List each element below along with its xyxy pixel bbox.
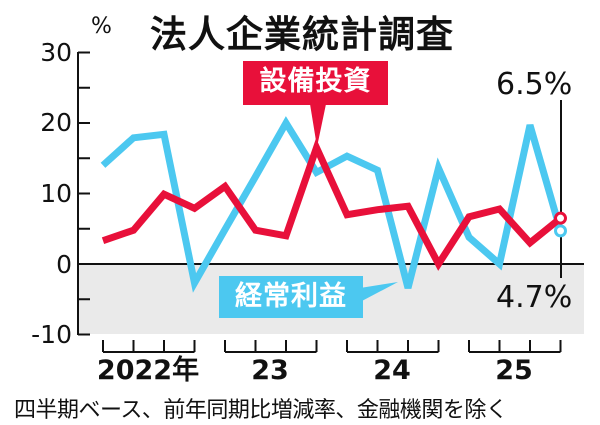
profit-end-marker xyxy=(554,224,567,238)
year-label-2025: 25 xyxy=(495,355,533,386)
y-axis-unit: % xyxy=(91,14,112,39)
year-label-2024: 24 xyxy=(373,355,411,386)
ordinary-profit-line xyxy=(100,116,564,293)
legend-tag-capex: 設備投資 xyxy=(243,61,388,105)
blue-tag-pointer xyxy=(360,282,398,302)
year-label-2023: 23 xyxy=(251,355,289,386)
chart-title: 法人企業統計調査 xyxy=(150,13,454,56)
profit-latest-value: 4.7% xyxy=(496,280,573,315)
ytick-label-minus10: -10 xyxy=(31,320,72,349)
capex-latest-value: 6.5% xyxy=(496,67,573,102)
ytick-label-20: 20 xyxy=(40,108,72,137)
x-axis xyxy=(102,340,562,353)
chart-footnote: 四半期ベース、前年同期比増減率、金融機関を除く xyxy=(14,398,508,423)
capex-line xyxy=(101,138,563,271)
ytick-label-30: 30 xyxy=(40,38,72,67)
ytick-label-0: 0 xyxy=(56,250,72,279)
legend-tag-ordinary-profit: 経常利益 xyxy=(219,276,363,318)
year-label-2022: 2022年 xyxy=(96,355,200,386)
ytick-label-10: 10 xyxy=(40,179,72,208)
red-tag-pointer xyxy=(310,104,326,147)
capex-end-marker xyxy=(554,211,567,225)
series-layer xyxy=(100,116,567,293)
